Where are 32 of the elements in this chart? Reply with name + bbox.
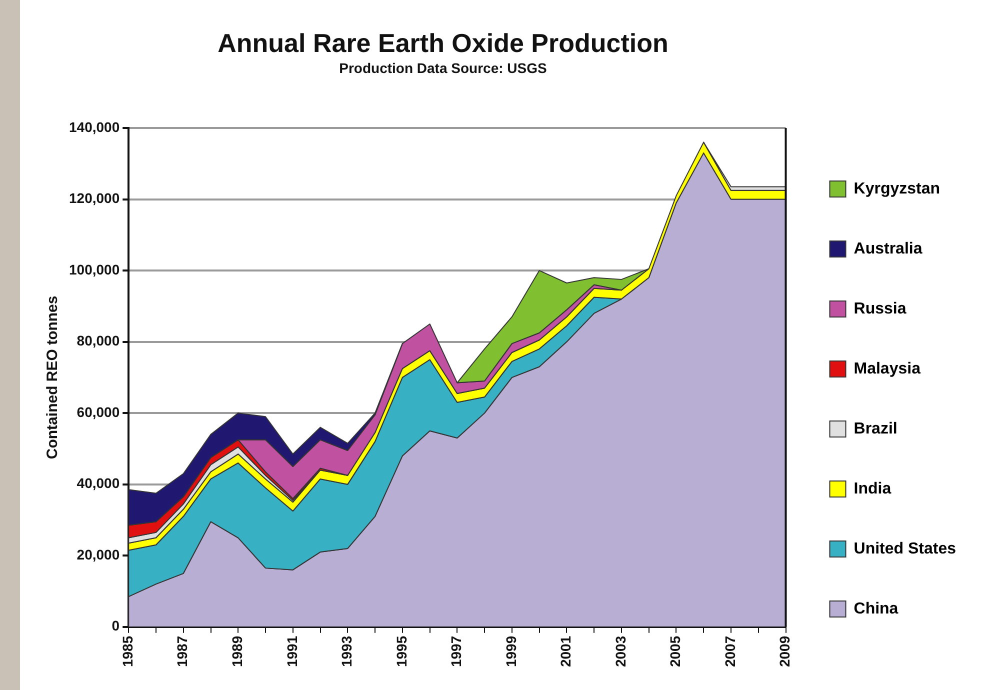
x-tick-label: 1993 bbox=[338, 636, 355, 668]
legend-label: United States bbox=[854, 540, 956, 558]
x-tick-label: 1991 bbox=[284, 636, 300, 668]
x-tick-label: 2009 bbox=[776, 636, 793, 668]
x-tick-label: 1989 bbox=[228, 636, 245, 668]
y-tick-label: 40,000 bbox=[76, 475, 120, 492]
chart-title: Annual Rare Earth Oxide Production bbox=[216, 28, 670, 59]
x-tick-label: 2007 bbox=[722, 636, 738, 668]
x-tick-label: 1999 bbox=[502, 636, 519, 668]
x-tick-label: 1987 bbox=[174, 636, 190, 668]
x-tick-label: 1985 bbox=[119, 636, 136, 668]
y-tick-label: 80,000 bbox=[76, 332, 120, 349]
chart-subtitle: Production Data Source: USGS bbox=[338, 60, 548, 76]
x-tick-label: 1995 bbox=[393, 636, 410, 668]
x-tick-label: 2003 bbox=[612, 636, 628, 668]
legend-label: Russia bbox=[854, 300, 906, 318]
legend-label: Malaysia bbox=[854, 360, 921, 378]
y-tick-label: 0 bbox=[112, 618, 120, 634]
x-tick-label: 2001 bbox=[558, 636, 574, 668]
legend-label: Kyrgyzstan bbox=[854, 180, 940, 198]
legend-label: Brazil bbox=[854, 420, 898, 438]
x-tick-label: 2005 bbox=[667, 636, 684, 668]
legend-label: China bbox=[854, 600, 898, 618]
y-tick-label: 100,000 bbox=[68, 261, 120, 278]
legend-label: Australia bbox=[854, 240, 922, 258]
y-tick-label: 60,000 bbox=[76, 404, 120, 420]
legend-label: India bbox=[854, 480, 892, 498]
y-tick-label: 20,000 bbox=[76, 546, 120, 562]
y-tick-label: 120,000 bbox=[68, 190, 120, 206]
y-axis-title: Contained REO tonnes bbox=[44, 296, 62, 460]
x-tick-label: 1997 bbox=[448, 636, 464, 668]
y-tick-label: 140,000 bbox=[68, 118, 120, 135]
